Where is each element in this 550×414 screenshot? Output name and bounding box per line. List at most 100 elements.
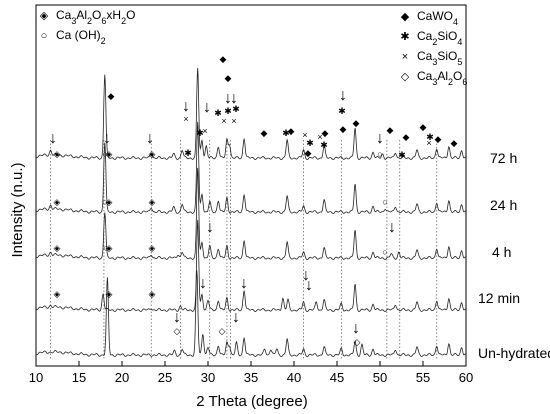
legend-label: Ca3SiO5: [417, 49, 462, 67]
peak-marker-icon: ✱: [184, 148, 192, 158]
peak-marker-icon: ↓: [240, 275, 248, 292]
peak-marker-icon: ↓: [376, 130, 384, 147]
peak-marker-icon: ×: [426, 138, 431, 148]
peak-marker-icon: ◈: [106, 243, 113, 253]
legend-label: CaWO4: [417, 9, 458, 27]
peak-marker-icon: ×: [221, 116, 226, 126]
peak-marker-icon: ↓: [146, 130, 154, 147]
peak-marker-icon: ◆: [322, 128, 329, 138]
legend-marker-icon: ◇: [401, 71, 410, 83]
peak-marker-icon: ◆: [451, 138, 458, 148]
peak-marker-icon: ↓: [388, 219, 396, 236]
series-label: 12 min: [478, 290, 520, 306]
legend-marker-icon: ○: [41, 30, 48, 42]
x-tick-label: 30: [201, 370, 215, 385]
x-axis: 10 15 20 25 30 35 40 45 50 55 60: [29, 361, 473, 385]
peak-marker-icon: ○: [102, 197, 107, 207]
legend-label: Ca3Al2O6: [417, 69, 467, 87]
peak-marker-icon: ↓: [352, 320, 360, 337]
xrd-series-line: [35, 270, 466, 358]
peak-marker-icon: ↓: [230, 90, 238, 107]
peak-marker-icon: ✱: [224, 106, 232, 116]
peak-marker-icon: ○: [102, 149, 107, 159]
series-labels: 72 h 24 h 4 h 12 min Un-hydrated: [478, 150, 550, 361]
x-tick-label: 25: [158, 370, 172, 385]
legend-right: ◆ CaWO4 ✱ Ca2SiO4 × Ca3SiO5 ◇ Ca3Al2O6: [400, 9, 467, 87]
xrd-series-line: [35, 67, 466, 161]
peak-marker-icon: ✱: [214, 108, 222, 118]
peak-marker-icon: ✱: [306, 138, 314, 148]
peak-marker-icon: ↓: [302, 267, 310, 284]
peak-markers: ◆◆◆◆ ◆◆◆ ◆◆◆◆◆◆ ◆✱✱✱ ✱ ✱✱✱ ✱✱✱✱××× ×× ××◈◈◈◈◈◈◈◈…: [49, 54, 458, 347]
peak-marker-icon: ↓: [203, 99, 211, 116]
xrd-series-line: [35, 121, 466, 215]
peak-marker-icon: ✱: [338, 106, 346, 116]
peak-marker-icon: ×: [302, 130, 307, 140]
x-tick-label: 60: [459, 370, 473, 385]
peak-marker-icon: ↓: [173, 309, 181, 326]
peak-marker-icon: ✱: [320, 140, 328, 150]
peak-marker-icon: ◆: [305, 148, 312, 158]
xrd-series-line: [35, 219, 466, 313]
peak-marker-icon: ◈: [106, 149, 113, 159]
peak-marker-icon: ◆: [225, 73, 232, 83]
series-layer: [35, 67, 466, 358]
x-tick-label: 10: [29, 370, 43, 385]
peak-marker-icon: ◇: [354, 337, 361, 347]
xrd-series-line: [35, 167, 466, 261]
x-axis-label: 2 Theta (degree): [196, 393, 307, 410]
peak-marker-icon: ◆: [288, 126, 295, 136]
peak-marker-icon: ↓: [182, 98, 190, 115]
y-axis-label: Intensity (n.u.): [9, 162, 26, 257]
peak-marker-icon: ◆: [220, 54, 227, 64]
legend-label: Ca (OH)2: [56, 28, 106, 46]
x-tick-label: 40: [287, 370, 301, 385]
peak-marker-icon: ↓: [305, 277, 313, 294]
peak-marker-icon: ✱: [232, 104, 240, 114]
x-tick-label: 20: [115, 370, 129, 385]
series-label: 24 h: [490, 197, 517, 213]
x-tick-label: 15: [72, 370, 86, 385]
peak-marker-icon: ◇: [219, 326, 226, 336]
peak-marker-icon: ✱: [196, 128, 204, 138]
peak-marker-icon: ◆: [403, 132, 410, 142]
peak-marker-icon: ◆: [108, 91, 115, 101]
legend-label: Ca3Al2O6xH2O: [56, 8, 135, 26]
legend-marker-icon: ◈: [40, 10, 49, 22]
series-label: 4 h: [492, 244, 511, 260]
peak-marker-icon: ↓: [339, 87, 347, 104]
series-label: 72 h: [490, 150, 517, 166]
peak-marker-icon: ×: [231, 116, 236, 126]
series-label: Un-hydrated: [478, 345, 550, 361]
peak-marker-icon: ○: [382, 247, 387, 257]
peak-marker-icon: ↓: [224, 90, 232, 107]
peak-marker-icon: ○: [382, 197, 387, 207]
legend-marker-icon: ×: [402, 51, 408, 63]
legend-label: Ca2SiO4: [417, 29, 462, 47]
peak-marker-icon: ↓: [103, 130, 111, 147]
peak-marker-icon: ↓: [199, 275, 207, 292]
peak-marker-icon: ○: [103, 243, 108, 253]
peak-marker-icon: ◈: [54, 149, 61, 159]
peak-marker-icon: ◈: [106, 197, 113, 207]
peak-marker-icon: ◈: [54, 197, 61, 207]
peak-marker-icon: ◈: [54, 289, 61, 299]
x-tick-label: 35: [244, 370, 258, 385]
peak-marker-icon: ✱: [426, 132, 434, 142]
peak-marker-icon: ◇: [174, 326, 181, 336]
peak-marker-icon: ◈: [54, 243, 61, 253]
x-tick-label: 45: [330, 370, 344, 385]
peak-marker-icon: ◆: [261, 128, 268, 138]
peak-marker-icon: ↓: [232, 309, 240, 326]
peak-marker-icon: ◈: [149, 149, 156, 159]
x-tick-label: 50: [373, 370, 387, 385]
peak-marker-icon: ◈: [149, 197, 156, 207]
legend-marker-icon: ✱: [400, 31, 409, 43]
peak-marker-icon: ×: [202, 126, 207, 136]
peak-marker-icon: ◆: [420, 122, 427, 132]
peak-marker-icon: ◆: [387, 125, 394, 135]
peak-marker-icon: ↓: [206, 219, 214, 236]
peak-marker-icon: ×: [317, 132, 322, 142]
peak-marker-icon: ◆: [340, 124, 347, 134]
